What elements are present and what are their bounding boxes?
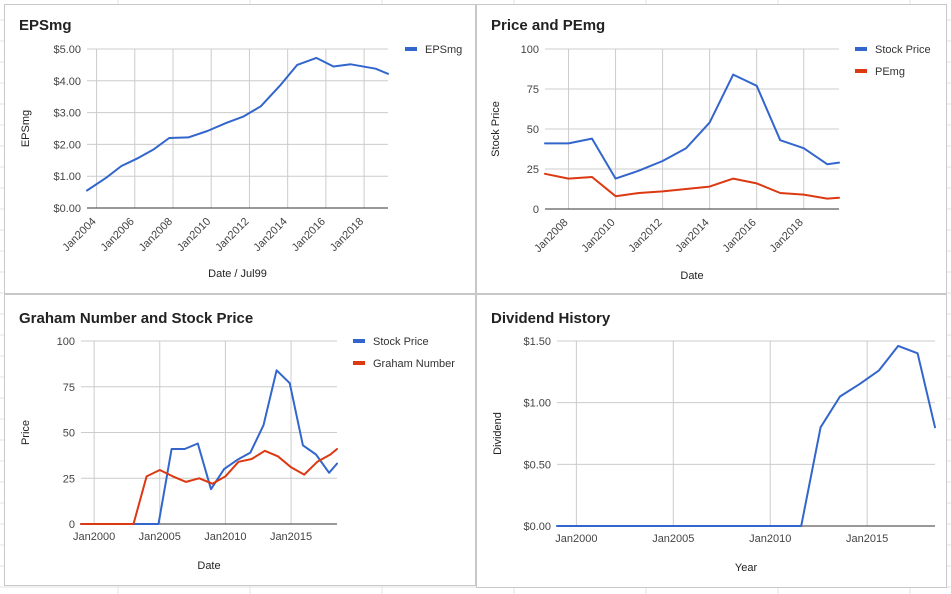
price-pemg-legend-label: PEmg (875, 66, 905, 78)
epsmg-legend-swatch (405, 47, 417, 51)
price-and-pemg-chart: Price and PEmg 0 25 50 75 100 Jan2008 Jan2010 Ja… (476, 4, 947, 294)
price-pemg-legend-swatch (855, 69, 867, 73)
price-pemg-x-tick-label: Jan2018 (768, 217, 806, 255)
graham-y-axis-title: Price (20, 420, 32, 445)
graham-x-tick-label: Jan2000 (73, 531, 115, 543)
price-pemg-chart-title: Price and PEmg (491, 17, 605, 34)
graham-legend-label: Stock Price (373, 336, 429, 348)
price-pemg-y-axis-title: Stock Price (490, 101, 502, 157)
epsmg-x-tick-label: Jan2004 (60, 216, 98, 254)
price-pemg-x-tick-label: Jan2012 (626, 217, 664, 255)
graham-number-chart: Graham Number and Stock Price 0 25 50 75 100 J… (4, 294, 476, 586)
dividend-x-tick-label: Jan2000 (555, 533, 597, 545)
epsmg-series-line-epsmg (86, 56, 389, 192)
epsmg-y-tick-label: $4.00 (53, 76, 81, 88)
price-pemg-y-tick-label: 25 (527, 164, 539, 176)
epsmg-chart-title: EPSmg (19, 17, 72, 34)
dividend-history-chart: Dividend History $0.00 $0.50 $1.00 $1.50 Jan2… (476, 294, 947, 588)
graham-series-line-stock-price (80, 369, 338, 525)
dividend-x-tick-label: Jan2010 (749, 533, 791, 545)
dividend-y-axis-title: Dividend (492, 412, 504, 455)
price-pemg-x-tick-label: Jan2008 (532, 217, 570, 255)
graham-number-chart-svg: Graham Number and Stock Price 0 25 50 75 100 J… (19, 310, 455, 572)
dividend-x-tick-label: Jan2015 (846, 533, 888, 545)
graham-y-tick-label: 100 (57, 336, 75, 348)
dividend-y-tick-label: $0.50 (523, 459, 551, 471)
dividend-y-tick-label: $1.00 (523, 398, 551, 410)
dividend-y-tick-label: $0.00 (523, 521, 551, 533)
epsmg-x-tick-label: Jan2008 (137, 216, 175, 254)
epsmg-chart-svg: EPSmg $0.00 $1.00 $2.00 $3.00 $4.00 $5.00 Jan20… (19, 17, 462, 280)
dividend-y-tick-label: $1.50 (523, 336, 551, 348)
graham-series-line-graham-number (80, 448, 338, 525)
graham-x-tick-label: Jan2005 (139, 531, 181, 543)
price-pemg-x-tick-label: Jan2016 (720, 217, 758, 255)
graham-y-tick-label: 75 (63, 382, 75, 394)
graham-legend-label: Graham Number (373, 358, 455, 370)
graham-legend-swatch (353, 339, 365, 343)
graham-x-tick-label: Jan2015 (270, 531, 312, 543)
epsmg-legend-label: EPSmg (425, 44, 462, 56)
epsmg-y-tick-label: $2.00 (53, 139, 81, 151)
graham-legend-swatch (353, 361, 365, 365)
graham-x-axis-title: Date (197, 560, 220, 572)
price-pemg-series-line-pemg (544, 172, 840, 200)
graham-x-tick-label: Jan2010 (204, 531, 246, 543)
epsmg-x-tick-label: Jan2010 (175, 216, 213, 254)
epsmg-x-tick-label: Jan2018 (328, 216, 366, 254)
price-pemg-y-tick-label: 100 (521, 44, 539, 56)
epsmg-x-tick-label: Jan2016 (290, 216, 328, 254)
price-pemg-y-tick-label: 0 (533, 204, 539, 216)
price-pemg-y-tick-label: 75 (527, 84, 539, 96)
epsmg-y-tick-label: $3.00 (53, 108, 81, 120)
dividend-x-axis-title: Year (735, 562, 758, 574)
graham-chart-title: Graham Number and Stock Price (19, 310, 253, 327)
dividend-x-tick-label: Jan2005 (652, 533, 694, 545)
epsmg-chart: EPSmg $0.00 $1.00 $2.00 $3.00 $4.00 $5.00 Jan20… (4, 4, 476, 294)
price-pemg-legend-swatch (855, 47, 867, 51)
dividend-history-chart-svg: Dividend History $0.00 $0.50 $1.00 $1.50 Jan2… (491, 310, 936, 574)
epsmg-y-axis-title: EPSmg (20, 110, 32, 147)
price-pemg-x-tick-label: Jan2014 (673, 217, 711, 255)
dividend-series-line-0 (556, 344, 936, 527)
epsmg-y-tick-label: $1.00 (53, 171, 81, 183)
price-pemg-series-line-stock-price (544, 73, 840, 180)
epsmg-x-tick-label: Jan2014 (251, 216, 289, 254)
graham-y-tick-label: 50 (63, 428, 75, 440)
price-pemg-x-axis-title: Date (680, 270, 703, 282)
price-pemg-y-tick-label: 50 (527, 124, 539, 136)
epsmg-y-tick-label: $5.00 (53, 44, 81, 56)
epsmg-y-tick-label: $0.00 (53, 203, 81, 215)
epsmg-x-tick-label: Jan2012 (213, 216, 251, 254)
dividend-chart-title: Dividend History (491, 310, 611, 327)
graham-y-tick-label: 0 (69, 519, 75, 531)
epsmg-x-axis-title: Date / Jul99 (208, 268, 267, 280)
epsmg-x-tick-label: Jan2006 (99, 216, 137, 254)
price-pemg-legend-label: Stock Price (875, 44, 931, 56)
price-pemg-x-tick-label: Jan2010 (579, 217, 617, 255)
graham-y-tick-label: 25 (63, 473, 75, 485)
